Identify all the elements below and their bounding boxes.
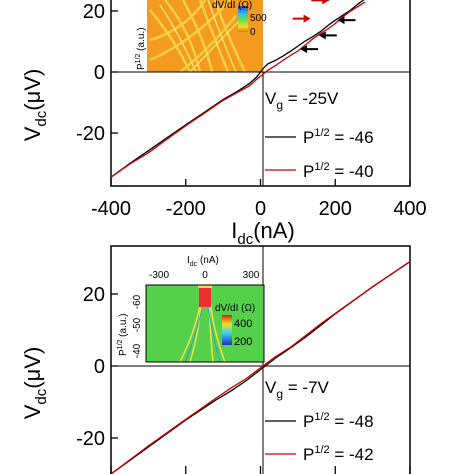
top-legend-label-black: P1/2 = -46 (303, 127, 374, 147)
ytick-label: 0 (94, 356, 105, 378)
top-inset-ylabel: P1/2 (a.u.) (135, 27, 147, 70)
hysteresis-arrow (337, 16, 356, 25)
ytick-label: 0 (94, 62, 105, 84)
top-colorbar-label: dV/dI (Ω) (212, 0, 252, 11)
ytick-label: -20 (76, 428, 105, 450)
bottom-series-group (110, 261, 411, 474)
bottom-inset-xlabel: Idc (nA) (187, 255, 219, 268)
hysteresis-arrow (300, 45, 319, 54)
bottom-colorbar-tick-400: 400 (234, 318, 252, 330)
top-series-group (110, 0, 366, 178)
bottom-inset-ytick--50: -50 (132, 317, 143, 332)
top-colorbar-tick-500: 500 (250, 13, 267, 24)
top-inset (147, 0, 263, 72)
top-legend: P1/2 = -46 P1/2 = -40 (265, 127, 374, 181)
ytick-label: -20 (76, 123, 105, 145)
xtick-label: 0 (255, 198, 266, 220)
bottom-ylabel: Vdc(μV) (20, 347, 50, 420)
ytick-label: 20 (83, 1, 105, 23)
hysteresis-arrow (318, 31, 337, 40)
bottom-ticks-group: 200-20 (76, 284, 411, 474)
xtick-label: 400 (393, 198, 426, 220)
top-ylabel: Vdc(μV) (20, 69, 50, 142)
top-annotation: Vg = -25V (265, 89, 339, 112)
bottom-legend: P1/2 = -48 P1/2 = -42 (265, 411, 374, 464)
top-legend-label-red: P1/2 = -40 (303, 161, 374, 181)
bottom-panel: dV/dI (Ω) 400 200 Idc (nA) -300 0 300 -6… (20, 245, 411, 474)
bottom-inset-xtick-0: 0 (202, 270, 208, 281)
bottom-legend-label-red: P1/2 = -42 (303, 444, 374, 464)
bottom-inset-xtick--300: -300 (149, 270, 169, 281)
xtick-label: 200 (319, 198, 352, 220)
bottom-inset-ytick--40: -40 (132, 343, 143, 358)
bottom-inset-xtick-300: 300 (243, 270, 260, 281)
ytick-label: 20 (83, 284, 105, 306)
top-panel: dV/dI (Ω) 500 0 P1/2 (a.u.) 0 20 -20 -400 -2… (20, 0, 427, 248)
bottom-colorbar-label: dV/dI (Ω) (215, 303, 255, 314)
bottom-inset-ytick--60: -60 (132, 294, 143, 309)
bottom-inset-ylabel: P1/2 (a.u.) (117, 313, 129, 356)
top-ticks-group: 0 20 -20 -400 -200 0 200 400 (76, 1, 427, 220)
bottom-legend-label-black: P1/2 = -48 (303, 411, 374, 431)
hysteresis-arrow (292, 14, 311, 23)
xtick-label: -200 (166, 198, 206, 220)
top-arrows-group (292, 0, 356, 54)
top-colorbar-tick-0: 0 (250, 27, 256, 38)
bottom-colorbar (222, 315, 232, 345)
top-xlabel: Idc(nA) (231, 218, 295, 248)
hysteresis-arrow (311, 0, 330, 5)
bottom-colorbar-tick-200: 200 (234, 336, 252, 348)
series-line-bottom-1 (110, 261, 411, 474)
xtick-label: -400 (91, 198, 131, 220)
top-colorbar (238, 6, 248, 32)
series-line-top-0 (110, 0, 365, 178)
bottom-annotation: Vg = -7V (265, 378, 330, 401)
bottom-inset (146, 285, 264, 362)
series-line-top-1 (110, 1, 366, 178)
